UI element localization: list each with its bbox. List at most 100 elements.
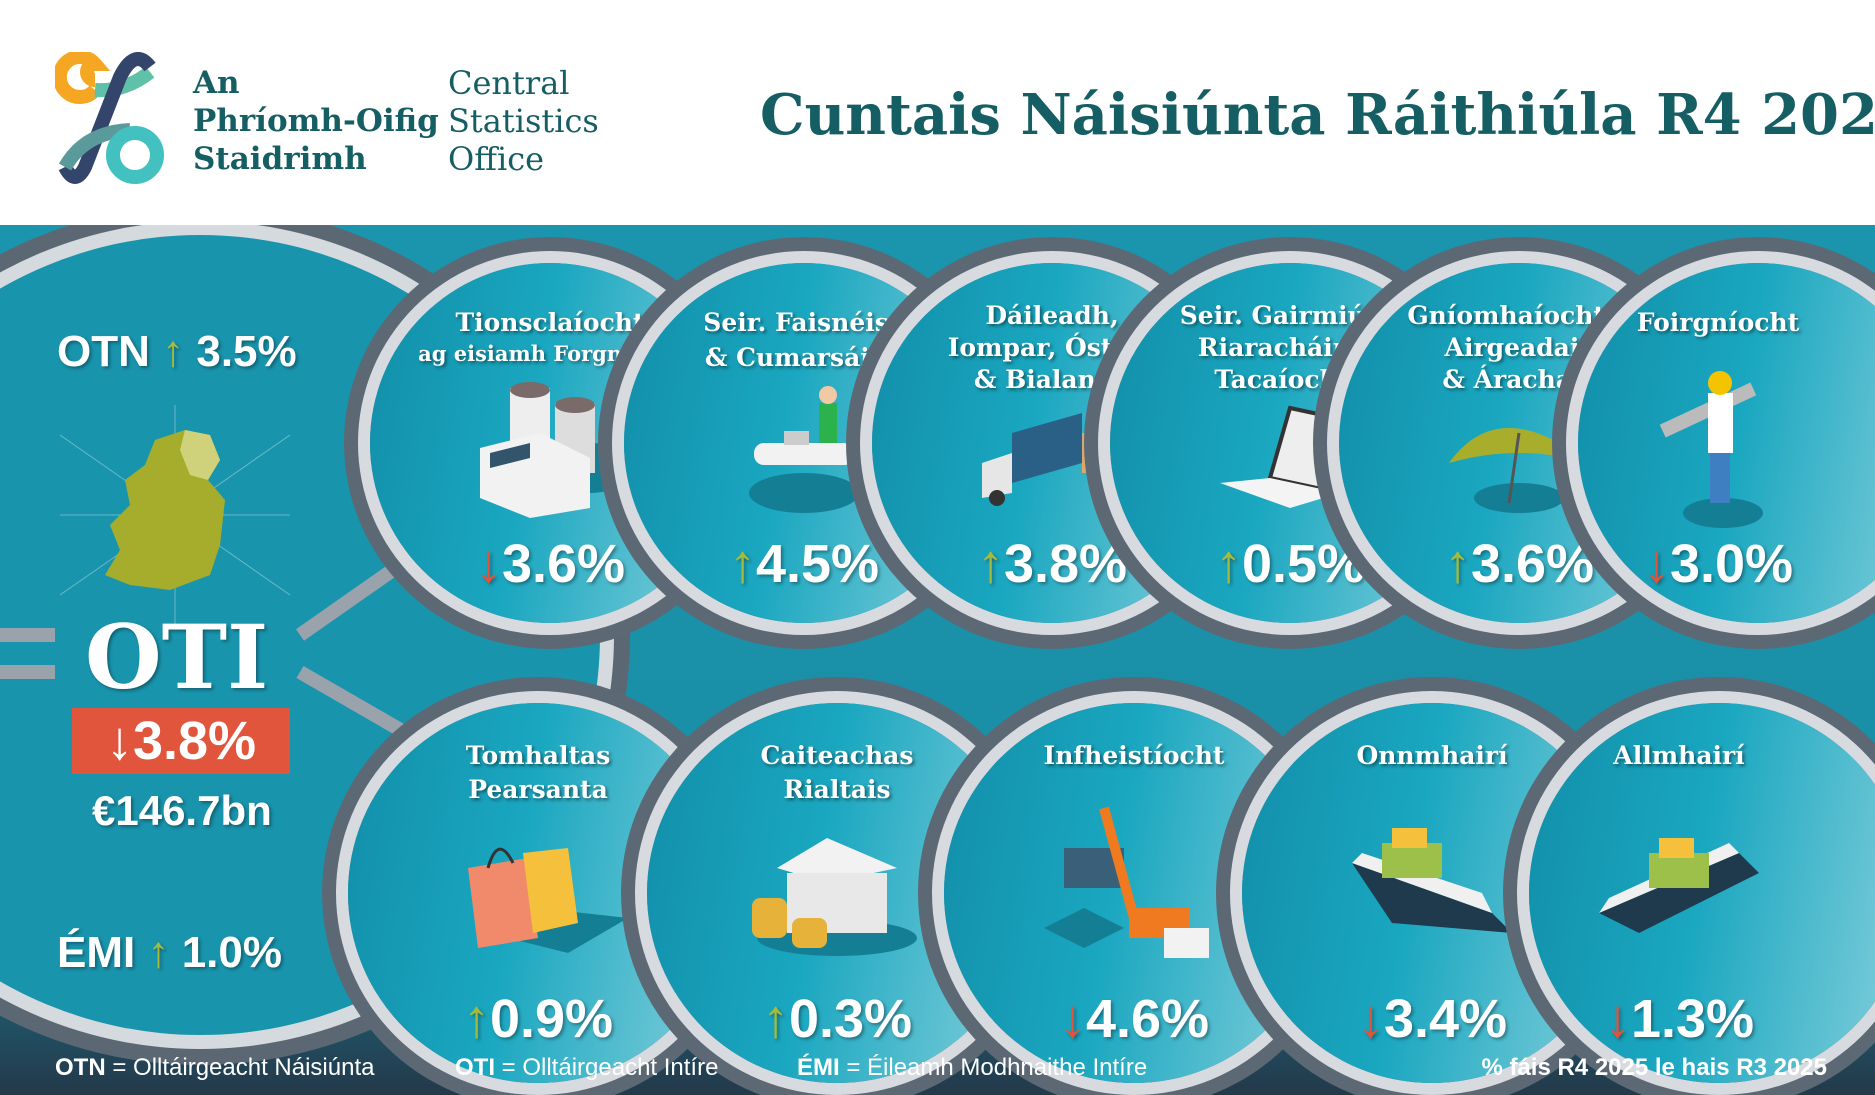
emi-summary: ÉMI ↑ 1.0% (57, 928, 282, 978)
divider (0, 665, 55, 679)
sector-title: Gníomhaíochtaí (1407, 301, 1631, 330)
delivery-truck-icon (982, 413, 1122, 506)
sector-title: & Cumarsáide (704, 343, 904, 372)
sector-title: Tacaíochta (1214, 365, 1366, 394)
sector-value: 4.5% (755, 534, 880, 594)
sector-circle-construction: Foirgníocht ↓3.0% (1578, 263, 1875, 623)
expenditure-value: 1.3% (1630, 989, 1755, 1049)
logo-line: Statistics (448, 102, 599, 140)
expenditure-value: 4.6% (1085, 989, 1210, 1049)
expenditure-change: ↓1.3% (1529, 988, 1829, 1050)
arrow-up-icon: ↑ (976, 534, 1004, 594)
expenditure-title: Tomhaltas (465, 741, 611, 770)
sector-value: 3.6% (1470, 534, 1595, 594)
cargo-ship-icon (1599, 838, 1759, 933)
legend-abbr: ÉMI (797, 1054, 840, 1081)
sector-value: 3.8% (1003, 534, 1128, 594)
sector-title: Airgeadais (1444, 333, 1594, 362)
expenditure-title: Rialtais (783, 775, 891, 804)
infographic-body: OTN ↑ 3.5% OTI ↓3.8% €146.7bn ÉMI ↑ 1.0%… (0, 225, 1875, 1095)
sector-title: Iompar, Óstáin (947, 333, 1157, 362)
cso-logo-icon (55, 52, 164, 184)
otn-label: OTN (57, 327, 150, 376)
growth-note: % fáis R4 2025 le hais R3 2025 (1481, 1054, 1827, 1081)
arrow-up-icon: ↑ (462, 989, 490, 1049)
expenditure-value: 0.3% (788, 989, 913, 1049)
construction-worker-icon (1659, 371, 1763, 528)
sector-value: 3.6% (501, 534, 626, 594)
arrow-down-icon: ↓ (1603, 989, 1631, 1049)
footer-legend: OTN = Olltáirgeacht Náisiúnta OTI = Ollt… (0, 1048, 1875, 1088)
expenditure-value: 0.9% (489, 989, 614, 1049)
arrow-up-icon: ↑ (147, 928, 170, 977)
cargo-ship-icon (1352, 828, 1512, 933)
sector-value: 0.5% (1241, 534, 1366, 594)
logo-line: Staidrimh (193, 141, 367, 177)
legend-oti: OTI = Olltáirgeacht Intíre (455, 1054, 718, 1082)
sector-change: ↑3.8% (872, 533, 1232, 595)
legend-otn: OTN = Olltáirgeacht Náisiúnta (55, 1054, 374, 1082)
sector-title: Seir. Faisnéise (703, 308, 905, 337)
arrow-up-icon: ↑ (761, 989, 789, 1049)
legend-definition: = Éileamh Modhnaithe Intíre (839, 1054, 1148, 1081)
arrow-up-icon: ↑ (1443, 534, 1471, 594)
ireland-map-icon (60, 405, 290, 625)
sector-title: Foirgníocht (1636, 308, 1800, 337)
expenditure-change: ↑0.3% (647, 988, 1027, 1050)
logo-line: Phríomh-Oifig (193, 103, 439, 139)
sector-change: ↑0.5% (1110, 533, 1470, 595)
expenditure-change: ↓3.4% (1242, 988, 1622, 1050)
sector-change: ↓3.6% (370, 533, 730, 595)
legend-emi: ÉMI = Éileamh Modhnaithe Intíre (797, 1054, 1147, 1082)
expenditure-title: Caiteachas (760, 741, 914, 770)
expenditure-change: ↓4.6% (944, 988, 1324, 1050)
emi-label: ÉMI (57, 928, 136, 977)
sector-title: Riaracháin & (1197, 333, 1383, 362)
otn-summary: OTN ↑ 3.5% (57, 327, 297, 377)
sector-title: & Bialanna (973, 365, 1131, 394)
arrow-down-icon: ↓ (1642, 534, 1670, 594)
expenditure-title: Onnmhairí (1356, 741, 1508, 770)
arrow-down-icon: ↓ (105, 711, 133, 771)
expenditure-title: Allmhairí (1613, 741, 1745, 770)
logo-line: Office (448, 140, 545, 178)
divider (0, 628, 55, 642)
laptop-icon (1220, 405, 1363, 508)
factory-icon (480, 382, 630, 518)
government-building-icon (752, 838, 917, 956)
shopping-bags-icon (468, 847, 628, 953)
sector-subtitle: ag eisiamh Forgníocht (418, 341, 682, 366)
logo-line: An (193, 65, 240, 101)
logo-english-name: Central Statistics Office (448, 64, 599, 178)
arrow-down-icon: ↓ (1356, 989, 1384, 1049)
logo-irish-name: An Phríomh-Oifig Staidrimh (193, 64, 439, 178)
legend-definition: = Olltáirgeacht Náisiúnta (105, 1054, 375, 1081)
emi-value: 1.0% (181, 928, 282, 977)
expenditure-value: 3.4% (1383, 989, 1508, 1049)
umbrella-icon (1449, 428, 1589, 513)
legend-abbr: OTI (455, 1054, 495, 1081)
arrow-down-icon: ↓ (1058, 989, 1086, 1049)
expenditure-circle-imports: Allmhairí ↓1.3% (1529, 703, 1875, 1083)
sector-title: Dáileadh, (985, 301, 1119, 330)
oti-amount: €146.7bn (92, 787, 272, 834)
arrow-up-icon: ↑ (728, 534, 756, 594)
arrow-down-icon: ↓ (474, 534, 502, 594)
arrow-up-icon: ↑ (1214, 534, 1242, 594)
sector-value: 3.0% (1669, 534, 1794, 594)
arrow-up-icon: ↑ (162, 327, 185, 376)
oti-change-badge: ↓3.8% (72, 708, 290, 774)
expenditure-change: ↑0.9% (348, 988, 728, 1050)
expenditure-title: Pearsanta (468, 775, 608, 804)
sector-change: ↑3.6% (1339, 533, 1699, 595)
crane-icon (1044, 806, 1209, 958)
sector-change: ↑4.5% (624, 533, 984, 595)
legend-abbr: OTN (55, 1054, 106, 1081)
header: An Phríomh-Oifig Staidrimh Central Stati… (0, 0, 1875, 230)
page-title: Cuntais Náisiúnta Ráithiúla R4 2025 (760, 82, 1875, 148)
oti-value: 3.8% (132, 711, 257, 771)
person-at-desk-icon (749, 386, 859, 513)
sector-title: Seir. Gairmiúla, (1179, 301, 1401, 330)
logo-line: Central (448, 64, 570, 102)
sector-change: ↓3.0% (1578, 533, 1858, 595)
